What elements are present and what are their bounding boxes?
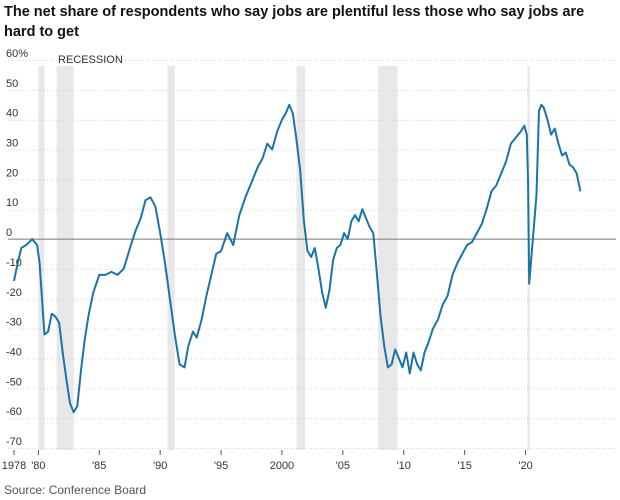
x-tick-label: '80 — [31, 460, 45, 472]
x-axis-ticks: 1978 '80 '85 '90 '95 2000 '05 '10 '15 '20 — [2, 450, 533, 472]
x-tick-label: '15 — [457, 460, 471, 472]
y-tick-label: 20 — [6, 167, 18, 179]
x-tick-label: '95 — [214, 460, 228, 472]
recession-label: RECESSION — [58, 54, 123, 66]
y-tick-label: -40 — [6, 346, 22, 358]
y-tick-label: -50 — [6, 376, 22, 388]
source-note: Source: Conference Board — [4, 483, 147, 497]
y-tick-label: 60% — [6, 48, 28, 60]
y-tick-label: -70 — [6, 436, 22, 448]
recession-band — [56, 66, 74, 450]
recession-band — [167, 66, 175, 450]
x-tick-label: 2000 — [270, 460, 294, 472]
x-tick-label: '90 — [153, 460, 167, 472]
chart-title: The net share of respondents who say job… — [4, 4, 585, 40]
y-tick-label: 40 — [6, 108, 18, 120]
gridlines — [8, 60, 616, 449]
series-line — [13, 103, 582, 414]
y-tick-label: 0 — [6, 227, 12, 239]
y-tick-label: 10 — [6, 197, 18, 209]
y-tick-label: -60 — [6, 406, 22, 418]
recession-band — [378, 66, 398, 450]
y-tick-label: -20 — [6, 287, 22, 299]
y-tick-label: 30 — [6, 138, 18, 150]
x-tick-label: '10 — [397, 460, 411, 472]
x-tick-label: '85 — [92, 460, 106, 472]
y-tick-label: 50 — [6, 78, 18, 90]
x-tick-label: '05 — [336, 460, 350, 472]
recession-bands — [38, 66, 530, 450]
x-tick-label: '20 — [518, 460, 532, 472]
y-tick-label: -30 — [6, 317, 22, 329]
x-tick-label: 1978 — [2, 460, 26, 472]
recession-band — [296, 66, 306, 450]
recession-band — [38, 66, 45, 450]
